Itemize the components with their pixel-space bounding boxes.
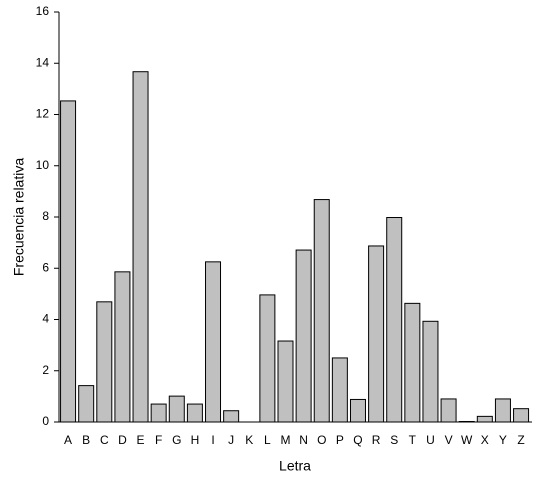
y-tick-label: 8 xyxy=(42,209,49,223)
x-tick-label: P xyxy=(336,433,344,447)
bar xyxy=(205,261,222,423)
x-tick-label: D xyxy=(118,433,127,447)
x-tick-label: U xyxy=(426,433,435,447)
y-tick-label: 12 xyxy=(36,107,50,121)
bar xyxy=(60,100,77,423)
x-tick-label: O xyxy=(317,433,326,447)
bar xyxy=(96,301,113,423)
x-tick-label: E xyxy=(137,433,145,447)
x-tick-label: G xyxy=(172,433,181,447)
x-tick-label: Z xyxy=(517,433,524,447)
x-tick-label: K xyxy=(245,433,253,447)
x-tick-label: X xyxy=(481,433,489,447)
x-tick-label: Y xyxy=(499,433,507,447)
bar xyxy=(186,403,203,423)
bar xyxy=(440,398,457,423)
x-tick-label: H xyxy=(191,433,200,447)
bar xyxy=(422,320,439,423)
x-tick-label: F xyxy=(155,433,162,447)
x-tick-label: I xyxy=(211,433,214,447)
y-tick-label: 4 xyxy=(42,312,49,326)
bar xyxy=(277,340,294,423)
bar xyxy=(132,71,149,423)
bar xyxy=(78,385,95,423)
bar xyxy=(313,199,330,423)
x-tick-label: J xyxy=(228,433,234,447)
y-tick-label: 10 xyxy=(36,158,50,172)
x-tick-label: S xyxy=(390,433,398,447)
bar xyxy=(295,249,312,423)
bar xyxy=(386,217,403,423)
y-tick-label: 6 xyxy=(42,260,49,274)
bar xyxy=(513,408,530,423)
x-tick-label: R xyxy=(372,433,381,447)
x-tick-label: N xyxy=(299,433,308,447)
x-tick-label: B xyxy=(82,433,90,447)
x-tick-label: C xyxy=(100,433,109,447)
bar xyxy=(114,271,131,423)
x-tick-label: V xyxy=(445,433,453,447)
bar xyxy=(349,398,366,423)
bar xyxy=(150,403,167,423)
bar xyxy=(168,395,185,423)
bar xyxy=(476,415,493,423)
y-tick-label: 14 xyxy=(36,55,50,69)
y-axis-title: Frecuencia relativa xyxy=(11,158,27,276)
x-axis-title: Letra xyxy=(279,458,311,474)
bar xyxy=(259,294,276,423)
x-tick-label: W xyxy=(461,433,473,447)
y-tick-label: 0 xyxy=(42,414,49,428)
bar xyxy=(458,420,475,423)
x-tick-label: A xyxy=(64,433,72,447)
bar xyxy=(368,245,385,423)
y-tick-label: 2 xyxy=(42,363,49,377)
bar xyxy=(331,357,348,423)
bar xyxy=(404,302,421,423)
x-tick-label: L xyxy=(264,433,271,447)
x-tick-label: Q xyxy=(353,433,362,447)
x-tick-label: M xyxy=(281,433,291,447)
bar xyxy=(494,398,511,423)
y-tick-label: 16 xyxy=(36,4,50,18)
bar xyxy=(223,410,240,423)
x-tick-label: T xyxy=(409,433,417,447)
